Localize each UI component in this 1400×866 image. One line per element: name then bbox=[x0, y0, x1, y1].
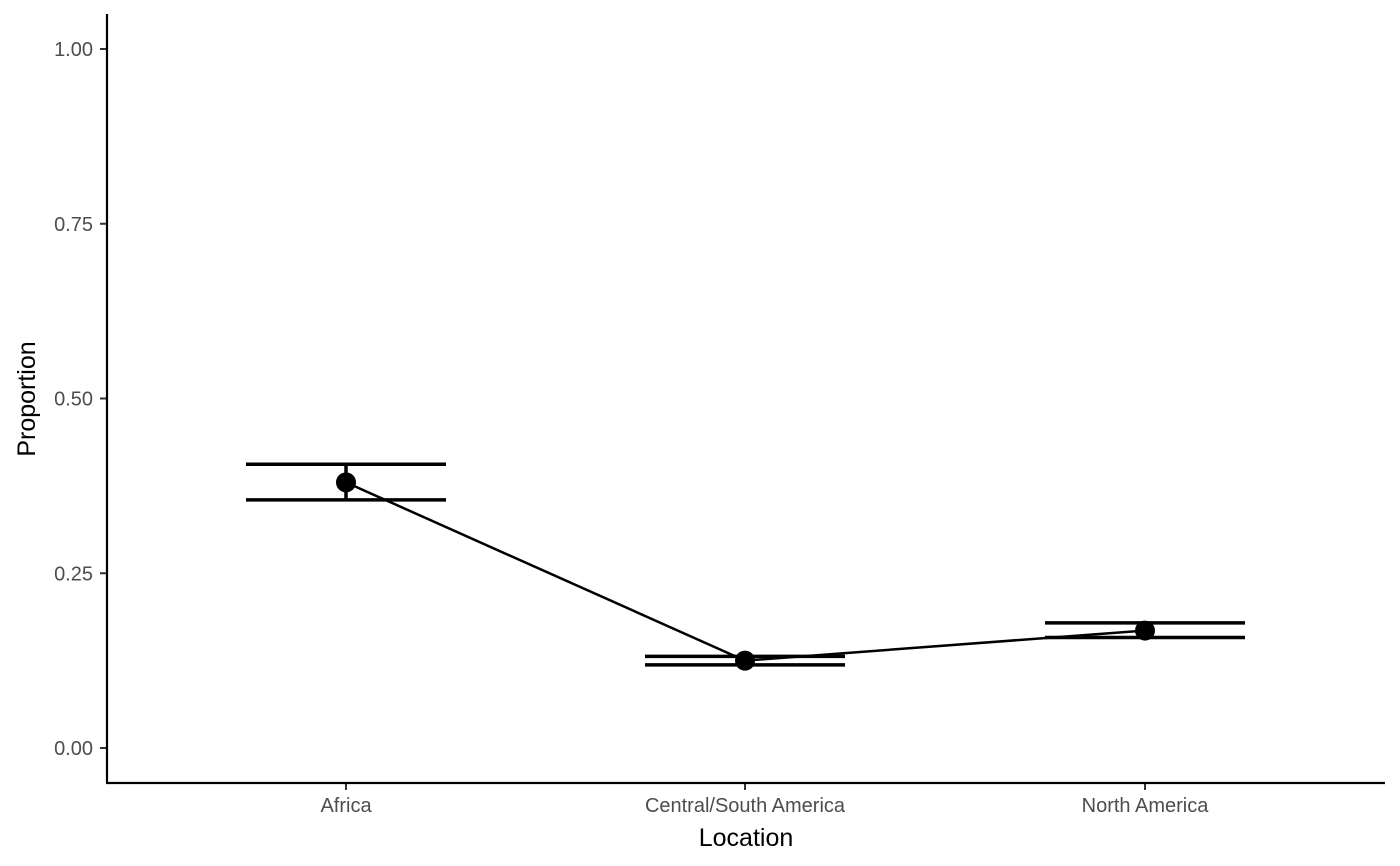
data-point bbox=[336, 472, 356, 493]
x-tick-label: Central/South America bbox=[645, 795, 846, 817]
y-tick-label: 0.75 bbox=[54, 214, 93, 236]
series-line bbox=[345, 481, 1146, 662]
series-line-group bbox=[345, 481, 1146, 662]
data-points bbox=[336, 472, 1155, 671]
y-axis-title: Proportion bbox=[13, 341, 41, 456]
data-point bbox=[735, 650, 755, 671]
x-axis-ticks: Africa Central/South America North America bbox=[320, 783, 1209, 817]
x-tick-label: Africa bbox=[320, 795, 372, 817]
data-point bbox=[1135, 620, 1155, 641]
y-tick-label: 1.00 bbox=[54, 39, 93, 61]
x-tick-label: North America bbox=[1082, 795, 1210, 817]
y-tick-label: 0.50 bbox=[54, 389, 93, 411]
x-axis-title: Location bbox=[699, 824, 794, 852]
y-tick-label: 0.25 bbox=[54, 563, 93, 585]
y-tick-label: 0.00 bbox=[54, 738, 93, 760]
y-axis-ticks: 0.00 0.25 0.50 0.75 1.00 bbox=[54, 39, 107, 760]
